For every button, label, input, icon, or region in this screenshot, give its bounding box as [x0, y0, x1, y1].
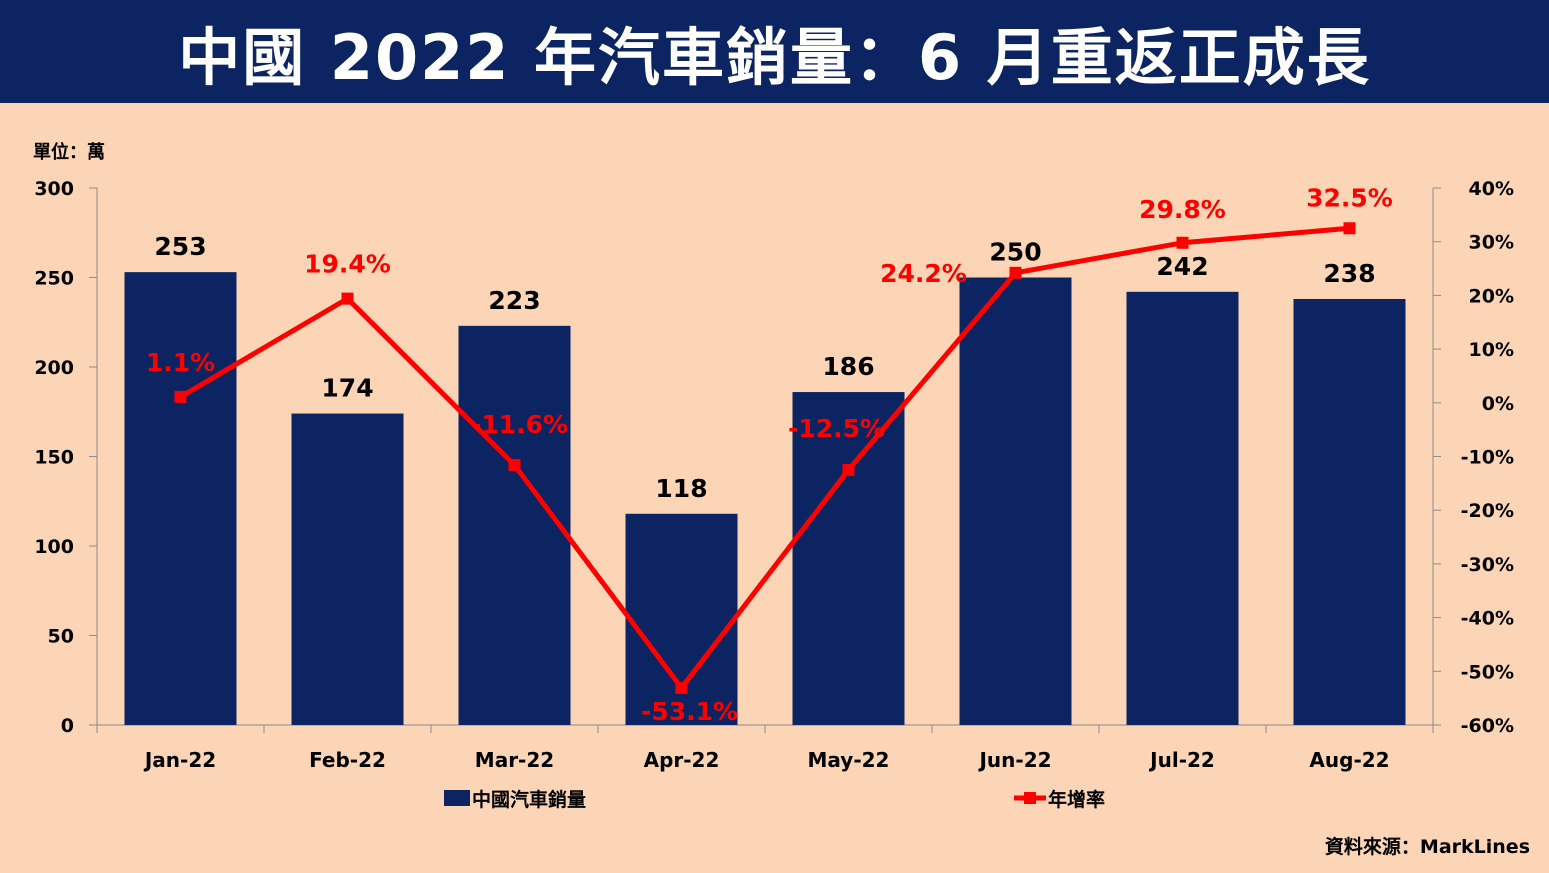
sales-chart: 0 50 100 150 200 250 300 -60% -50% -40% -30% -20% -1…	[34, 178, 1514, 811]
y-left-tick-label: 50	[48, 626, 74, 648]
y-right-tick-label: -30%	[1461, 554, 1514, 576]
y-left-tick-label: 200	[34, 357, 74, 379]
growth-value-label: 1.1%	[146, 348, 215, 377]
bar	[291, 413, 404, 725]
growth-marker	[174, 390, 187, 403]
source-note: 資料來源：MarkLines	[1324, 836, 1530, 858]
y-left-tick-label: 300	[34, 178, 74, 200]
x-tick-label: Jan-22	[143, 748, 216, 772]
bar-value-label: 223	[488, 286, 540, 315]
growth-value-label: 32.5%	[1306, 183, 1393, 212]
x-tick-label: Apr-22	[644, 748, 720, 772]
bar	[1126, 291, 1239, 725]
growth-marker	[842, 463, 855, 476]
y-right-tick-label: -40%	[1461, 608, 1514, 630]
x-tick-label: Jul-22	[1148, 748, 1215, 772]
x-tick-label: Mar-22	[475, 748, 554, 772]
bar	[1293, 298, 1406, 725]
bar	[792, 392, 905, 725]
growth-value-label: -12.5%	[788, 414, 885, 443]
growth-marker	[508, 459, 521, 472]
y-right-tick-label: 40%	[1469, 178, 1514, 200]
legend-line-label: 年增率	[1048, 788, 1105, 811]
growth-line	[179, 225, 1350, 691]
bar-value-label: 250	[989, 238, 1041, 267]
unit-label: 單位：萬	[33, 142, 105, 163]
growth-marker	[1009, 266, 1022, 279]
growth-value-label: 24.2%	[880, 259, 967, 288]
header-banner: 中國 2022 年汽車銷量：6 月重返正成長	[0, 0, 1549, 103]
growth-marker	[675, 681, 688, 694]
growth-value-label: -11.6%	[471, 410, 568, 439]
y-right-tick-label: 20%	[1469, 285, 1514, 307]
x-tick-label: May-22	[808, 748, 890, 772]
bar	[959, 277, 1072, 725]
y-right-tick-label: -20%	[1461, 500, 1514, 522]
legend-bar-label: 中國汽車銷量	[472, 788, 586, 811]
bar-value-label: 253	[154, 232, 206, 261]
bar	[124, 272, 237, 725]
growth-value-label: 19.4%	[304, 250, 391, 279]
y-right-tick-label: 10%	[1469, 339, 1514, 361]
y-left-tick-label: 100	[34, 536, 74, 558]
legend-line-marker	[1024, 792, 1036, 804]
y-right-tick-label: -60%	[1461, 715, 1514, 737]
growth-marker	[341, 292, 354, 305]
page-title: 中國 2022 年汽車銷量：6 月重返正成長	[178, 20, 1371, 94]
x-tick-label: Aug-22	[1309, 748, 1389, 772]
growth-marker	[1176, 236, 1189, 249]
growth-value-label: 29.8%	[1139, 195, 1226, 224]
y-left-tick-label: 150	[34, 447, 74, 469]
y-right-tick-label: 30%	[1469, 232, 1514, 254]
bar-value-label: 186	[822, 352, 874, 381]
y-right-tick-label: 0%	[1482, 393, 1514, 415]
bar-value-label: 238	[1323, 259, 1375, 288]
y-right-tick-label: -50%	[1461, 661, 1514, 683]
legend-bar-swatch	[444, 790, 470, 806]
x-tick-label: Jun-22	[977, 748, 1051, 772]
bar-value-label: 118	[655, 474, 707, 503]
y-left-tick-label: 0	[61, 715, 74, 737]
x-tick-label: Feb-22	[309, 748, 386, 772]
bar-value-label: 242	[1156, 252, 1208, 281]
y-left-tick-label: 250	[34, 268, 74, 290]
growth-value-label: -53.1%	[641, 697, 738, 726]
bar-value-label: 174	[321, 374, 373, 403]
y-right-tick-label: -10%	[1461, 447, 1514, 469]
bar	[458, 325, 571, 725]
growth-marker	[1343, 222, 1356, 235]
